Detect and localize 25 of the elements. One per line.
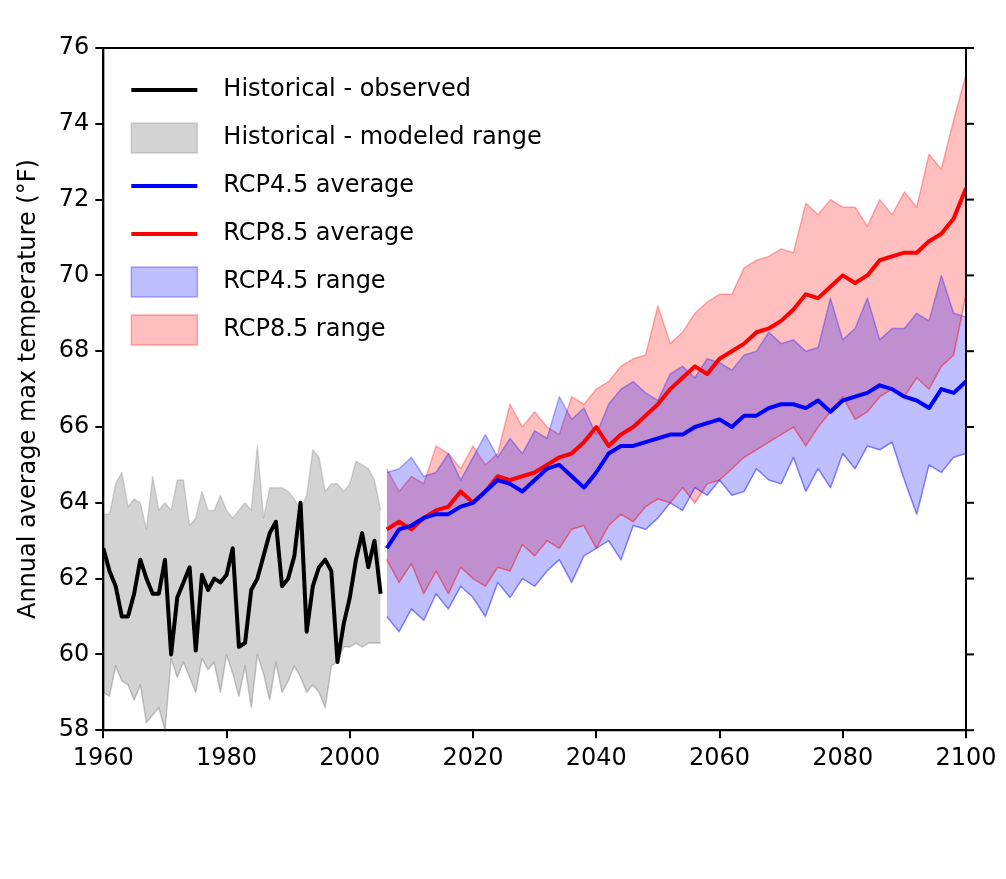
y-tick-label: 70 xyxy=(58,259,90,288)
y-tick-label: 60 xyxy=(58,638,90,667)
legend-label: RCP4.5 average xyxy=(223,170,415,199)
x-tick-label: 2000 xyxy=(319,742,381,771)
y-tick-label: 58 xyxy=(58,714,90,743)
y-tick-label: 74 xyxy=(58,108,90,137)
x-tick-label: 1960 xyxy=(72,742,134,771)
y-tick-label: 72 xyxy=(58,183,90,212)
x-tick-label: 2100 xyxy=(935,742,997,771)
legend-label: Historical - observed xyxy=(223,74,471,103)
x-tick-label: 1980 xyxy=(196,742,258,771)
y-axis-title: Annual average max temperature (°F) xyxy=(12,159,41,620)
y-tick-label: 66 xyxy=(58,411,90,440)
legend-label: RCP4.5 range xyxy=(223,266,386,295)
y-tick-label: 68 xyxy=(58,335,90,364)
y-tick-label: 76 xyxy=(58,32,90,61)
x-tick-label: 2080 xyxy=(812,742,874,771)
legend-label: RCP8.5 range xyxy=(223,314,386,343)
y-tick-label: 62 xyxy=(58,562,90,591)
legend-label: Historical - modeled range xyxy=(223,122,542,151)
x-tick-label: 2020 xyxy=(442,742,504,771)
legend-label: RCP8.5 average xyxy=(223,218,415,247)
y-tick-label: 64 xyxy=(58,487,90,516)
x-tick-label: 2060 xyxy=(688,742,751,771)
x-tick-label: 2040 xyxy=(565,742,627,771)
